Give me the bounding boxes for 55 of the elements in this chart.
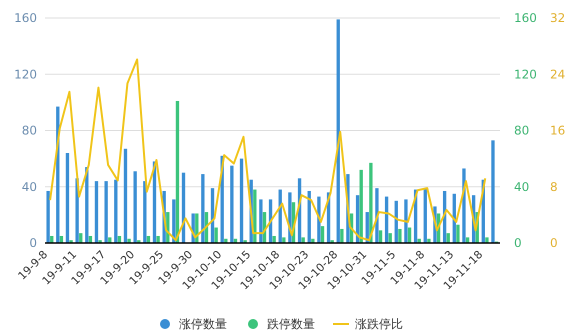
y2-tick-label: 40 [514, 180, 530, 194]
y-tick-label: 80 [22, 124, 37, 138]
y-tick-label: 40 [22, 180, 37, 194]
bar [388, 233, 392, 243]
bar [201, 174, 205, 243]
y-tick-label: 0 [29, 236, 37, 250]
bar [240, 158, 244, 243]
bar [69, 240, 73, 243]
y-tick-label: 160 [14, 11, 37, 26]
bar [302, 237, 305, 243]
bar [446, 233, 450, 243]
y-tick-label: 120 [14, 67, 37, 82]
bar [79, 233, 82, 243]
bar [282, 237, 286, 243]
bar [278, 190, 282, 243]
bar [452, 194, 456, 243]
bar [46, 190, 50, 243]
y2-tick-label: 160 [514, 11, 537, 26]
bar [137, 240, 140, 243]
bar [340, 228, 344, 243]
bar [243, 240, 247, 243]
bar [104, 181, 108, 243]
bar [330, 240, 334, 243]
y2-tick-label: 0 [514, 236, 522, 250]
bar [424, 188, 427, 243]
bar [108, 237, 112, 243]
legend-label: 涨跌停比 [355, 317, 403, 332]
y3-tick-label: 16 [550, 124, 566, 138]
bar [394, 200, 398, 243]
legend-label: 涨停数量 [179, 317, 227, 332]
y3-tick-label: 32 [550, 11, 566, 26]
bar [384, 196, 388, 243]
y2-tick-label: 80 [514, 124, 530, 138]
bar [214, 228, 218, 243]
bar [308, 190, 311, 243]
bar [98, 240, 102, 243]
bar [156, 236, 160, 243]
bar [85, 167, 88, 243]
bar [114, 180, 118, 243]
y2-tick-label: 120 [514, 67, 537, 82]
legend-label: 跌停数量 [267, 317, 315, 332]
bar [272, 236, 276, 243]
bar [60, 236, 64, 243]
y3-tick-label: 8 [550, 180, 558, 194]
bar [230, 166, 234, 243]
bar [143, 181, 146, 243]
bar [133, 171, 137, 243]
bar [336, 19, 340, 243]
bar [50, 236, 54, 243]
bar [369, 162, 373, 243]
line-series [49, 58, 486, 242]
bar [442, 190, 446, 243]
y3-tick-label: 0 [550, 236, 558, 250]
y3-tick-label: 24 [550, 67, 566, 82]
bar [172, 199, 176, 243]
